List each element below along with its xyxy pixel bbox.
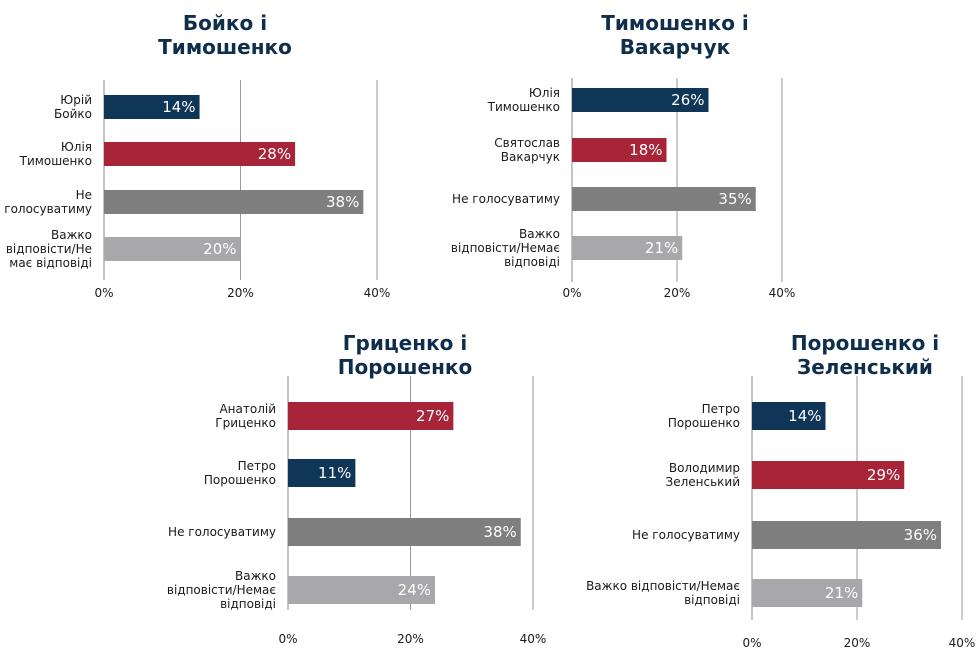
bar-value-label: 26% <box>671 91 704 109</box>
bar <box>752 402 826 430</box>
bar <box>572 138 667 162</box>
chart-title: Бойко і Тимошенко <box>158 11 292 59</box>
bar-value-label: 20% <box>203 240 236 258</box>
x-tick-label: 40% <box>364 286 391 300</box>
bar <box>752 461 905 489</box>
category-label: Юлія Тимошенко <box>19 140 92 168</box>
bar-value-label: 18% <box>629 141 662 159</box>
bar-value-label: 14% <box>162 98 195 116</box>
x-tick-label: 20% <box>227 286 254 300</box>
chart-title: Порошенко і Зеленський <box>791 331 939 379</box>
bar <box>288 576 435 604</box>
bar <box>288 518 521 546</box>
chart-boyko-tymoshenko: Бойко і Тимошенко 0% 20% 40% 14% Юрій Бойко 28% Ю… <box>4 11 391 300</box>
bar <box>572 88 709 112</box>
bar-value-label: 38% <box>326 193 359 211</box>
bar-value-label: 21% <box>645 239 678 257</box>
category-label: Не голосуватиму <box>452 192 560 206</box>
category-label: Важко відповісти/Немає відповіді <box>451 227 560 269</box>
bar <box>752 521 941 549</box>
chart-tymoshenko-vakarchuk: Тимошенко і Вакарчук 0% 20% 40% 26% Юлія Тимоше… <box>451 11 796 300</box>
bar <box>572 187 756 211</box>
category-label: Важко відповісти/Немає відповіді <box>586 579 740 607</box>
bar <box>288 459 356 487</box>
x-tick-label: 20% <box>664 286 691 300</box>
category-label: Петро Порошенко <box>668 402 740 430</box>
category-label: Анатолій Гриценко <box>215 402 276 430</box>
category-label: Не голосуватиму <box>4 188 92 216</box>
x-tick-label: 0% <box>94 286 113 300</box>
category-label: Не голосуватиму <box>632 528 740 542</box>
x-tick-label: 20% <box>397 632 424 646</box>
x-tick-label: 40% <box>769 286 796 300</box>
category-label: Важко відповісти/Не має відповіді <box>6 228 92 270</box>
x-tick-label: 20% <box>844 636 871 650</box>
bar-value-label: 36% <box>904 526 937 544</box>
category-label: Важко відповісти/Немає відповіді <box>167 569 276 611</box>
category-label: Юлія Тимошенко <box>487 86 560 114</box>
bar <box>104 95 200 119</box>
bar-value-label: 14% <box>788 407 821 425</box>
bar-value-label: 24% <box>398 581 431 599</box>
category-label: Святослав Вакарчук <box>494 136 560 164</box>
chart-title: Тимошенко і Вакарчук <box>601 11 749 59</box>
bar <box>104 237 241 261</box>
bar-value-label: 27% <box>416 407 449 425</box>
chart-poroshenko-zelenskyi: Порошенко і Зеленський 0% 20% 40% 14% Петро Пор… <box>586 331 976 650</box>
x-tick-label: 0% <box>562 286 581 300</box>
chart-hrytsenko-poroshenko: Гриценко і Порошенко 0% 20% 40% 27% Анатолій Гр… <box>167 331 547 646</box>
category-label: Петро Порошенко <box>204 459 276 487</box>
chart-title: Гриценко і Порошенко <box>338 331 472 379</box>
bar <box>752 579 863 607</box>
category-label: Не голосуватиму <box>168 525 276 539</box>
x-tick-label: 40% <box>949 636 976 650</box>
bar-value-label: 11% <box>318 464 351 482</box>
bar-value-label: 29% <box>867 466 900 484</box>
bar <box>104 142 296 166</box>
bar-value-label: 38% <box>483 523 516 541</box>
bar-value-label: 35% <box>718 190 751 208</box>
x-tick-label: 40% <box>520 632 547 646</box>
category-label: Володимир Зеленський <box>666 461 741 489</box>
bar-value-label: 28% <box>258 145 291 163</box>
category-label: Юрій Бойко <box>54 93 92 121</box>
x-tick-label: 0% <box>742 636 761 650</box>
bar <box>288 402 454 430</box>
x-tick-label: 0% <box>278 632 297 646</box>
bar <box>572 236 683 260</box>
bar-value-label: 21% <box>825 584 858 602</box>
bar <box>104 190 364 214</box>
